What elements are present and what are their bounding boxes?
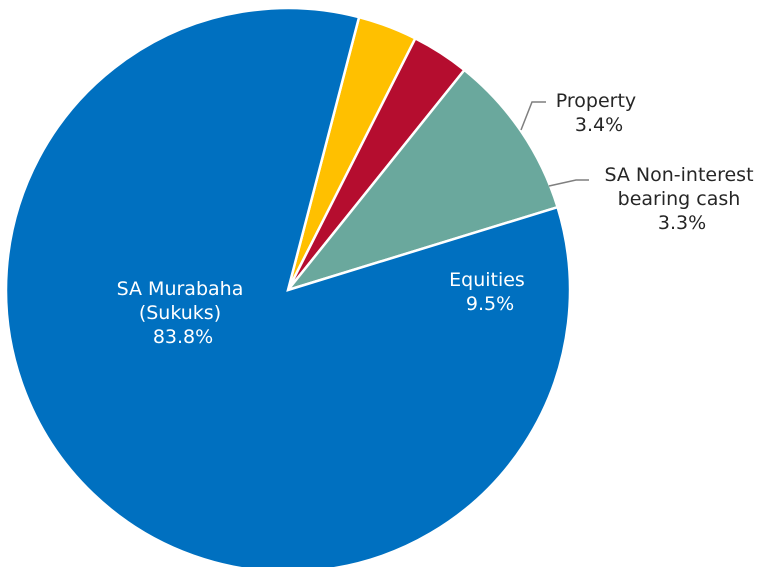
leader-line-property [520,101,546,131]
leader-lines [520,101,589,187]
leader-line-cash [548,179,589,187]
pie-slice-equities [284,68,560,293]
pie-slice-murabaha [4,6,572,567]
label-murabaha-name-1: SA Murabaha [117,278,244,300]
slice-labels: Property 3.4% SA Non-interest bearing ca… [117,90,759,348]
label-cash: SA Non-interest bearing cash 3.3% [604,164,759,234]
label-cash-name-2: bearing cash [618,188,741,210]
label-murabaha-name-2: (Sukuks) [139,302,221,324]
label-property-value: 3.4% [575,114,623,136]
label-cash-name-1: SA Non-interest [604,164,753,186]
label-murabaha: SA Murabaha (Sukuks) 83.8% [117,278,250,348]
label-cash-value: 3.3% [658,212,706,234]
label-property: Property 3.4% [556,90,642,136]
label-equities: Equities 9.5% [449,269,531,315]
label-equities-value: 9.5% [466,293,514,315]
label-equities-name: Equities [449,269,525,291]
pie-slices [4,6,572,567]
label-property-name: Property [556,90,636,112]
label-murabaha-value: 83.8% [153,326,213,348]
